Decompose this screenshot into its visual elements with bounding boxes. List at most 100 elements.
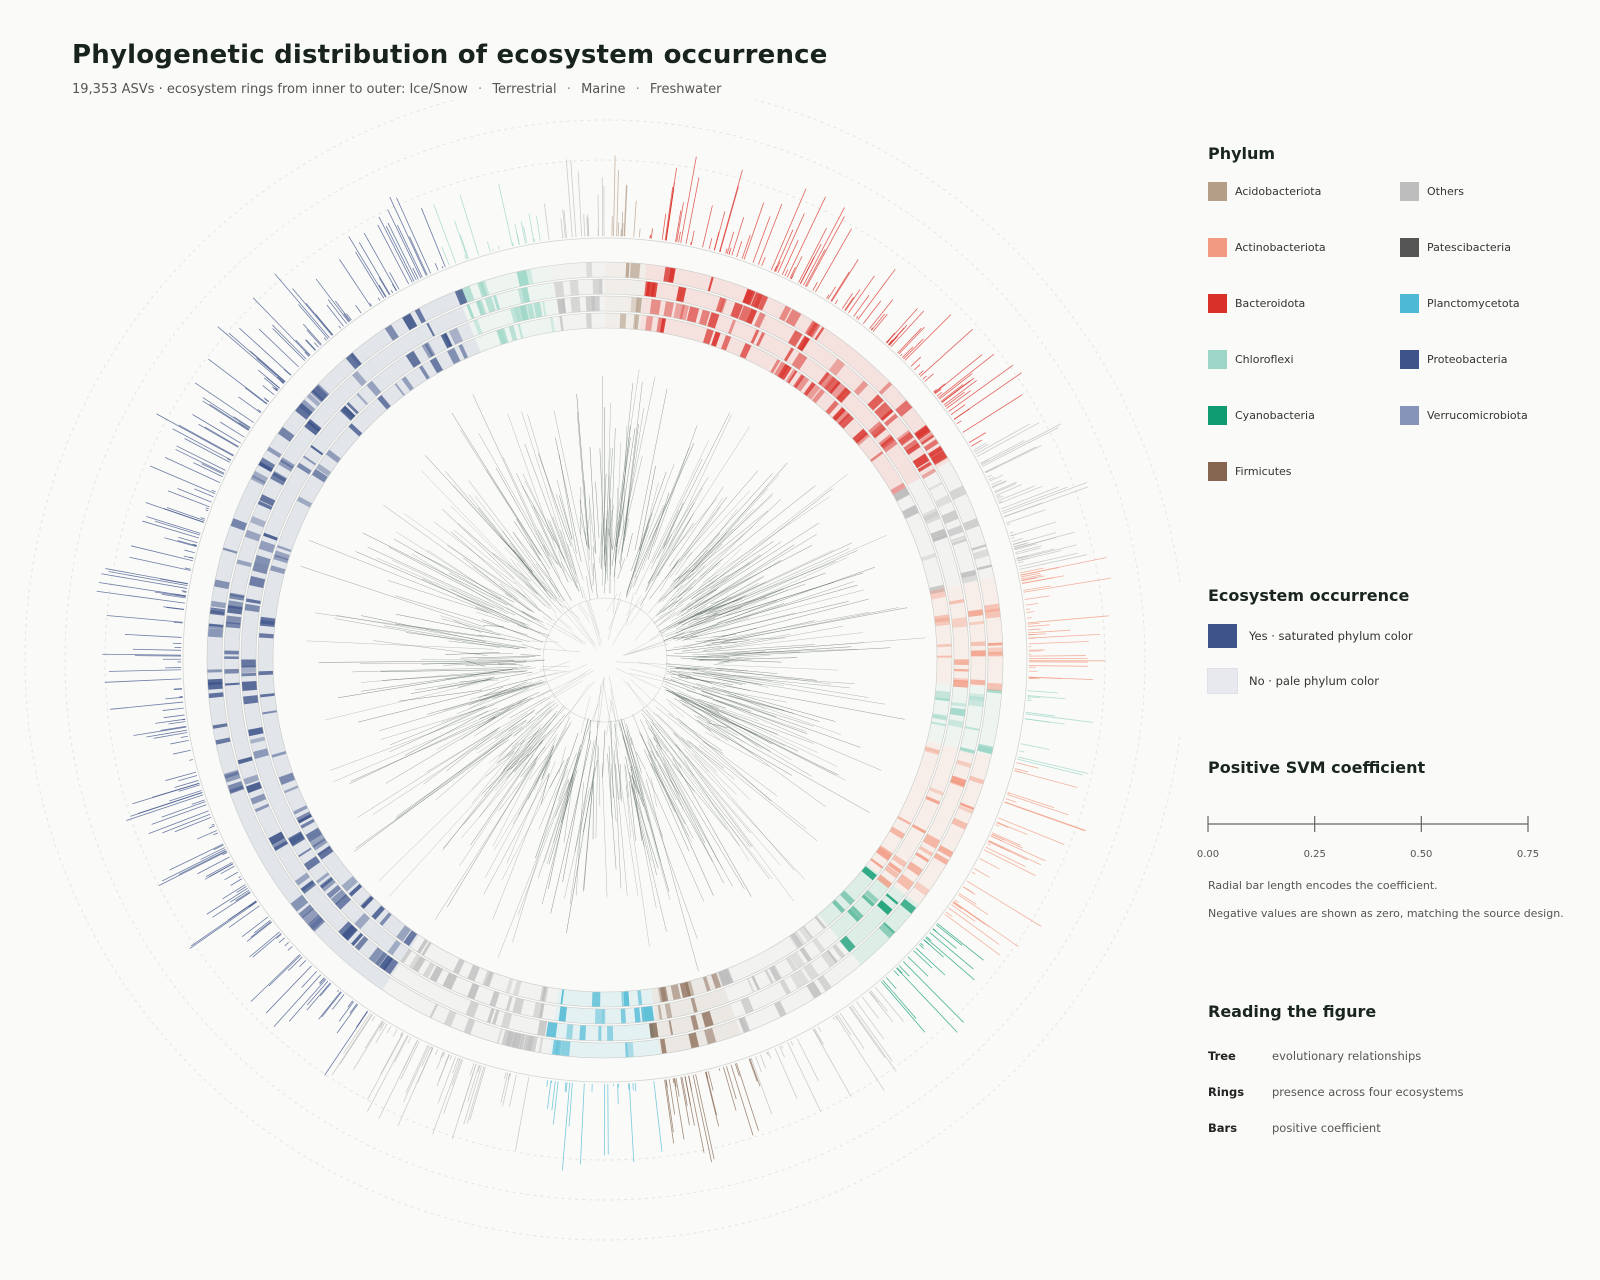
svm-bar [515,1077,530,1151]
legend-label: Others [1427,185,1464,198]
ecosystem-no-item: No · pale phylum color [1207,668,1379,694]
ring-presence-mark [702,328,714,345]
ring-presence-mark [352,370,367,387]
tree-branch [696,583,806,623]
svm-bar [469,1066,486,1121]
tree-branch [617,558,626,580]
tree-branch [383,504,512,598]
ring-presence-mark [707,311,720,329]
svm-bar [708,238,713,250]
svm-bar [1018,552,1078,568]
ring-presence-mark [637,990,643,1006]
svm-bar [272,328,306,361]
ring-presence-mark [934,614,950,623]
ring-presence-mark [969,620,985,626]
tree-branch [645,771,704,902]
svm-bar [172,749,191,755]
ring-presence-mark [798,969,809,984]
tree-branch [681,554,761,612]
ring-presence-mark [953,659,969,665]
tree-branch [579,517,589,548]
tree-branch [625,518,650,598]
tree-branch [648,754,676,813]
svm-bar [399,1032,403,1037]
ecosystem-rings [182,237,1028,1083]
svm-bar [560,218,564,239]
svm-bar [1021,577,1038,582]
svm-bar [161,594,186,599]
tree-branch [658,572,695,602]
ring-presence-mark [679,981,692,999]
ring-presence-mark [424,341,436,358]
svm-bar [886,339,890,344]
tree-branch [674,644,815,654]
tree-branch [395,721,527,820]
ring-presence-mark [396,925,412,942]
svm-bar [755,1056,762,1073]
ring-presence-mark [620,1008,626,1024]
svm-bar [903,338,924,360]
ring-presence-mark [418,365,430,380]
svm-bar [925,937,975,981]
tree-branch [558,454,577,554]
tree-branch [658,517,692,572]
ring-presence-mark [984,603,1000,613]
ring-presence-mark [864,889,879,904]
tree-branch [609,498,611,594]
tree-branch [427,681,546,715]
ring-presence-mark [710,972,722,989]
svm-bar [857,268,896,320]
tree-branch [376,557,495,609]
svm-bar [799,256,815,284]
ring-presence-mark [505,978,514,994]
ring-presence-mark [959,746,976,755]
tree-branch [464,660,486,667]
tree-branch [625,765,630,798]
ring-presence-mark [875,846,892,861]
tree-branch [360,666,531,692]
tree-branch [725,637,786,641]
svm-bar [235,891,251,902]
svm-bar [665,1079,668,1088]
tree-branch [672,732,709,773]
ring-presence-mark [876,899,893,916]
tree-branch [524,480,566,561]
tree-branch [656,714,717,773]
tree-branch [684,601,849,640]
tree-branch [649,496,728,600]
tree-branch [367,546,516,616]
tree-branch [525,583,546,607]
tree-trunk [603,681,613,735]
svm-bar [165,771,197,781]
tree-trunk [612,594,642,645]
svm-bar [953,408,970,420]
tree-branch [478,686,504,699]
svm-bar [189,901,258,949]
svm-bar [528,213,535,243]
tree-branch [533,746,554,791]
ring-presence-mark [244,529,262,542]
ring-presence-mark [501,1029,514,1047]
tree-branch [450,531,541,612]
ring-sector [391,963,555,1038]
tree-branch [676,666,702,669]
tree-branch [516,588,553,621]
subtitle-item-freshwater: Freshwater [649,82,722,97]
tree-branch [712,634,737,638]
tree-branch [483,685,527,697]
tree-branch [676,541,782,616]
tree-branch [653,603,684,624]
tree-branch [508,719,528,732]
tree-branch [595,481,600,539]
tree-branch [630,766,643,841]
svm-bar [263,377,279,390]
ring-presence-mark [224,682,240,686]
tree-branch [686,690,714,698]
svm-bar [108,571,188,587]
legend-swatch [1208,182,1227,201]
svm-bar [1016,762,1039,769]
tree-branch [497,663,524,666]
tree-branch [710,704,760,722]
svm-bar [988,476,995,481]
tree-branch [585,531,592,590]
